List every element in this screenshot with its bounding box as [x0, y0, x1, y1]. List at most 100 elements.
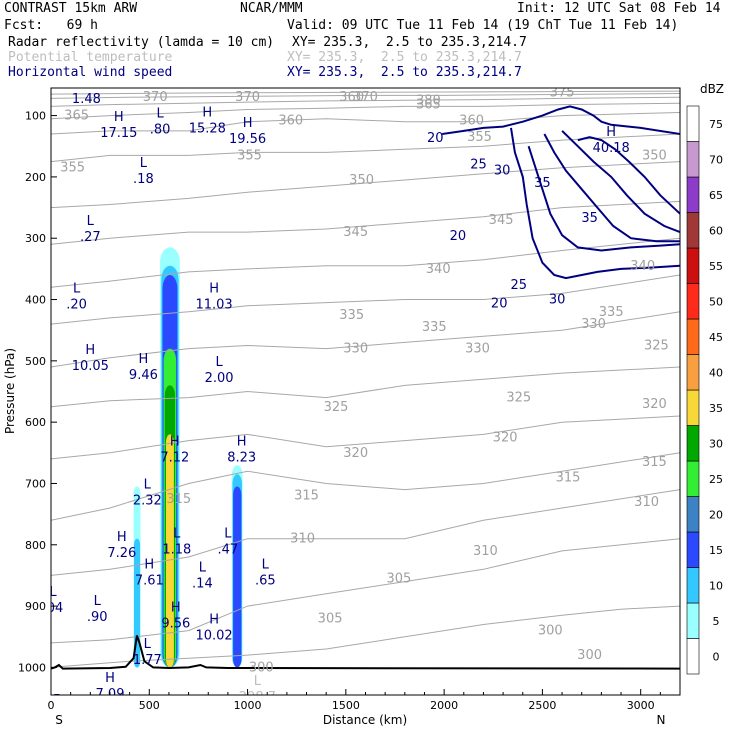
field-name-wind: Horizontal wind speed: [8, 65, 173, 80]
colorbar-label-30: 30: [709, 437, 723, 450]
extremum-value-15: 2.32: [133, 494, 162, 509]
theta-label-8: 360: [339, 90, 364, 105]
y-tick-label-2: 300: [25, 232, 46, 245]
wind-contour-4: [561, 130, 680, 234]
extremum-value-3: 15.28: [189, 122, 226, 137]
extremum-type-6: L: [140, 156, 148, 171]
extremum-value-16: 7.26: [107, 546, 136, 561]
extremum-type-13: H: [170, 435, 180, 450]
wind-label-2: 30: [494, 164, 511, 179]
extremum-value-5: 40.18: [593, 141, 630, 156]
extremum-type-0: L: [83, 76, 91, 91]
y-tick-label-7: 800: [25, 539, 46, 552]
wind-contour-2: [527, 145, 680, 252]
theta-contour-355: [51, 133, 680, 163]
y-tick-label-8: 900: [25, 600, 46, 613]
theta-label-31: 315: [294, 489, 319, 504]
theta-label-7: 360: [278, 114, 303, 129]
terrain-layer: [51, 635, 680, 670]
extremum-value-1: 17.15: [100, 126, 137, 141]
extremum-value-0: 1.48: [72, 92, 101, 107]
extremum-value-7: .27: [80, 230, 101, 245]
theta-label-29: 320: [493, 431, 518, 446]
theta-label-13: 350: [349, 173, 374, 188]
reflectivity-column-1-layer-5: [166, 434, 174, 668]
extremum-value-21: .65: [255, 573, 276, 588]
x-tick-label-1: 500: [139, 699, 160, 712]
extremum-type-11: H: [139, 352, 149, 367]
theta-contour-360: [51, 112, 680, 135]
colorbar-label-35: 35: [709, 402, 723, 415]
theta-label-35: 310: [290, 532, 315, 547]
extremum-type-1: H: [114, 110, 124, 125]
theta-contours: [51, 90, 680, 668]
forecast-hour: Fcst: 69 h: [4, 18, 98, 33]
colorbar-label-40: 40: [709, 366, 723, 379]
institution-label: NCAR/MMM: [240, 1, 303, 16]
extremum-value-12: 2.00: [205, 371, 234, 386]
theta-label-30: 320: [642, 397, 667, 412]
theta-label-40: 300: [249, 660, 274, 675]
theta-contour-320: [51, 415, 680, 460]
theta-contour-365: [51, 102, 680, 120]
extremum-value-17: 1.18: [162, 543, 191, 558]
theta-label-12: 355: [467, 130, 492, 145]
theta-label-27: 325: [644, 339, 669, 354]
colorbar-label-0: 0: [713, 650, 720, 663]
wind-label-7: 30: [549, 292, 566, 307]
colorbar-swatch-40: [686, 354, 700, 391]
wind-contour-5: [577, 136, 680, 215]
y-tick-label-4: 500: [25, 355, 46, 368]
extremum-value-24: 9.56: [161, 616, 190, 631]
extremum-type-22: L: [49, 585, 57, 600]
extremum-value-13: 7.12: [160, 451, 189, 466]
theta-label-18: 340: [630, 259, 655, 274]
colorbar-swatch-70: [686, 141, 700, 178]
theta-contour-310: [51, 489, 680, 576]
x-tick-label-5: 2500: [528, 699, 556, 712]
colorbar: 0 5 10 15 20 25 30 35 40 45 50 55 60 65 70 75: [686, 105, 723, 675]
theta-label-26: 325: [506, 391, 531, 406]
wind-label-0: 20: [427, 131, 444, 146]
colorbar-label-65: 65: [709, 189, 723, 202]
extremum-type-12: L: [215, 355, 223, 370]
extremum-type-5: H: [606, 125, 616, 140]
reflectivity-column-0-layer-1: [134, 538, 141, 668]
extremum-value-29: 298.7: [89, 702, 126, 717]
extremum-type-28: L: [254, 674, 262, 689]
wind-label-6: 25: [511, 278, 528, 293]
theta-label-17: 340: [426, 262, 451, 277]
extremum-type-4: H: [243, 116, 253, 131]
theta-label-6: 365: [416, 98, 441, 113]
extremum-type-24: H: [171, 600, 181, 615]
extremum-value-9: 11.03: [195, 298, 232, 313]
theta-label-3: 370: [235, 90, 260, 105]
extremum-value-23: .90: [87, 610, 108, 625]
theta-contour-330: [51, 311, 680, 368]
theta-label-0: 380: [416, 93, 441, 108]
extremum-value-18: .47: [218, 543, 239, 558]
theta-label-14: 350: [642, 148, 667, 163]
colorbar-label-55: 55: [709, 260, 723, 273]
colorbar-label-25: 25: [709, 473, 723, 486]
extremum-value-19: 7.61: [135, 573, 164, 588]
theta-contour-335: [51, 274, 680, 325]
theta-label-39: 305: [318, 611, 343, 626]
extremum-value-26: 1.77: [133, 653, 162, 668]
model-title: CONTRAST 15km ARW: [4, 1, 138, 16]
theta-label-16: 345: [489, 213, 514, 228]
theta-label-20: 335: [422, 320, 447, 335]
extremum-type-25: H: [209, 613, 219, 628]
theta-label-23: 330: [465, 342, 490, 357]
field-xy-wind: XY= 235.3, 2.5 to 235.3,214.7: [287, 65, 522, 80]
wind-label-4: 35: [581, 211, 598, 226]
y-axis-label: Pressure (hPa): [3, 348, 17, 434]
colorbar-swatch-5: [686, 602, 700, 639]
theta-label-9: 360: [459, 114, 484, 129]
x-tick-label-6: 3000: [627, 699, 655, 712]
theta-label-36: 310: [473, 544, 498, 559]
y-tick-label-0: 100: [25, 110, 46, 123]
wind-contours: [442, 105, 680, 280]
theta-contour-375: [51, 93, 680, 99]
extremum-value-2: .80: [150, 123, 171, 138]
